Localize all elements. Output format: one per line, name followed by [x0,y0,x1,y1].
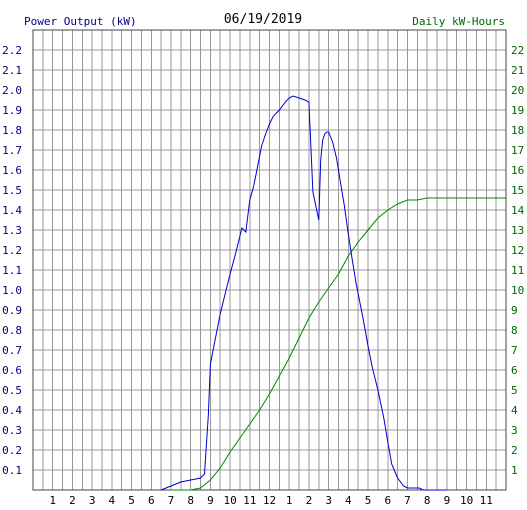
left-y-tick-label: 1.9 [2,104,22,117]
right-y-tick-label: 16 [511,164,524,177]
right-axis-label: Daily kW-Hours [412,15,505,28]
left-y-tick-label: 2.0 [2,84,22,97]
x-tick-label: 12 [263,494,276,507]
right-y-tick-label: 21 [511,64,524,77]
x-tick-label: 7 [168,494,175,507]
right-y-tick-label: 18 [511,124,524,137]
right-y-tick-label: 2 [511,444,518,457]
x-tick-label: 5 [128,494,135,507]
x-tick-label: 2 [69,494,76,507]
left-y-tick-label: 1.2 [2,244,22,257]
left-y-tick-label: 0.8 [2,324,22,337]
x-tick-label: 10 [223,494,236,507]
left-y-tick-label: 2.2 [2,44,22,57]
left-y-tick-label: 1.3 [2,224,22,237]
right-y-tick-label: 22 [511,44,524,57]
left-y-tick-label: 0.5 [2,384,22,397]
left-y-tick-label: 0.2 [2,444,22,457]
chart-title: 06/19/2019 [224,12,302,27]
x-tick-label: 1 [49,494,56,507]
x-tick-label: 5 [365,494,372,507]
right-y-tick-label: 19 [511,104,524,117]
x-tick-label: 4 [109,494,116,507]
right-y-tick-label: 1 [511,464,518,477]
right-y-tick-label: 20 [511,84,524,97]
right-y-tick-label: 10 [511,284,524,297]
x-tick-labels: 1 2 3 4 5 6 7 8 9 10 11 12 1 2 3 4 5 6 7 8 9 10 11 [49,494,493,507]
x-tick-label: 9 [444,494,451,507]
left-y-tick-label: 0.3 [2,424,22,437]
left-y-tick-label: 1.8 [2,124,22,137]
right-y-tick-label: 17 [511,144,524,157]
left-y-tick-label: 1.5 [2,184,22,197]
right-y-tick-label: 5 [511,384,518,397]
left-y-tick-label: 1.7 [2,144,22,157]
left-y-tick-label: 1.4 [2,204,22,217]
right-y-tick-label: 6 [511,364,518,377]
right-y-tick-label: 4 [511,404,518,417]
grid-lines [33,30,506,490]
x-tick-label: 1 [286,494,293,507]
left-y-tick-label: 1.0 [2,284,22,297]
right-y-tick-label: 13 [511,224,524,237]
right-y-tick-label: 8 [511,324,518,337]
series-line-daily-kwh [171,197,506,491]
left-y-tick-label: 1.6 [2,164,22,177]
left-y-tick-label: 1.1 [2,264,22,277]
x-tick-label: 8 [424,494,431,507]
left-y-tick-label: 0.7 [2,344,22,357]
right-y-tick-label: 3 [511,424,518,437]
x-tick-label: 7 [404,494,411,507]
x-tick-label: 3 [89,494,96,507]
x-tick-label: 2 [306,494,313,507]
left-y-tick-label: 0.4 [2,404,22,417]
plot-frame [32,29,507,491]
right-y-tick-label: 14 [511,204,525,217]
right-y-tick-label: 9 [511,304,518,317]
x-tick-label: 8 [187,494,194,507]
x-tick-label: 4 [345,494,352,507]
x-tick-label: 6 [148,494,155,507]
left-y-tick-label: 0.6 [2,364,22,377]
right-y-tick-label: 12 [511,244,524,257]
left-y-tick-label: 2.1 [2,64,22,77]
x-tick-label: 9 [207,494,214,507]
left-y-tick-labels: 0.1 0.2 0.3 0.4 0.5 0.6 0.7 0.8 0.9 1.0 1.1 1.2 1.3 1… [2,44,22,477]
x-tick-label: 10 [460,494,473,507]
right-y-tick-label: 11 [511,264,524,277]
right-y-tick-label: 7 [511,344,518,357]
x-tick-label: 11 [243,494,256,507]
left-y-tick-label: 0.1 [2,464,22,477]
right-y-tick-label: 15 [511,184,524,197]
series-line-power-output [160,95,447,491]
x-tick-label: 3 [325,494,332,507]
left-axis-label: Power Output (kW) [24,15,137,28]
x-tick-label: 11 [480,494,493,507]
x-tick-label: 6 [384,494,391,507]
left-y-tick-label: 0.9 [2,304,22,317]
